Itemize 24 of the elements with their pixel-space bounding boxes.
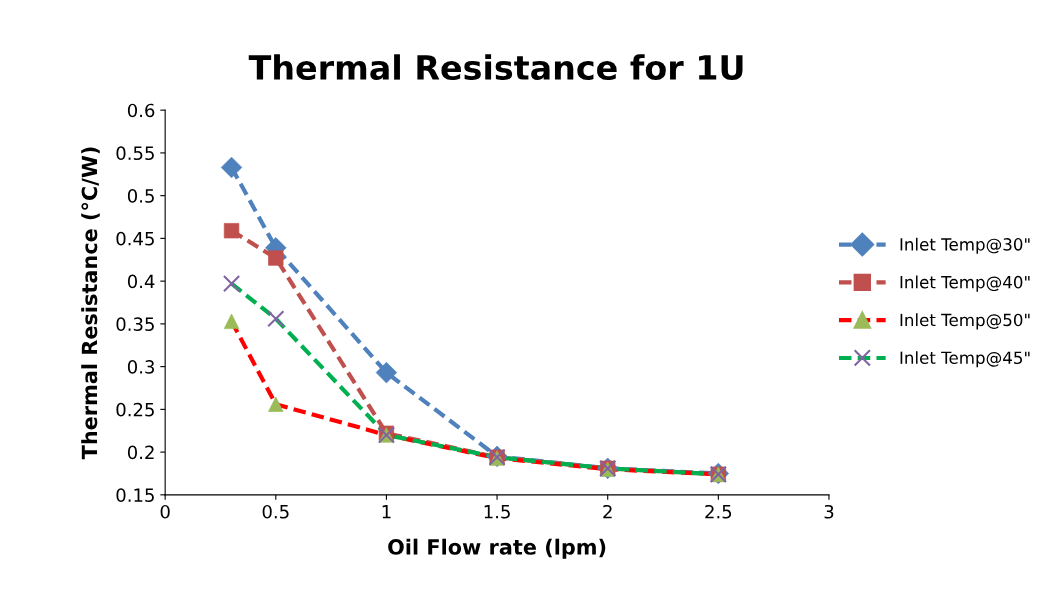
y-tick-label: 0.3	[127, 360, 154, 374]
x-axis-title: Oil Flow rate (lpm)	[388, 538, 606, 559]
y-tick-label: 0.45	[116, 231, 154, 246]
y-tick-label: 0.6	[127, 103, 155, 118]
legend-label: Inlet Temp@40"	[900, 275, 1030, 292]
y-tick-label: 0.15	[116, 488, 154, 502]
x-tick-label: 0	[160, 504, 170, 519]
y-tick-label: 0.4	[127, 274, 155, 289]
y-tick-label: 0.5	[127, 189, 154, 203]
y-tick-label: 0.35	[116, 317, 154, 331]
y-axis-title: Thermal Resistance (°C/W)	[81, 147, 100, 460]
y-tick-label: 0.55	[116, 146, 154, 161]
y-tick-label: 0.25	[116, 402, 154, 417]
x-tick-label: 2.5	[705, 504, 732, 519]
chart-title: Thermal Resistance for 1U	[248, 54, 743, 81]
x-tick-label: 3	[824, 504, 834, 519]
x-tick-label: 2	[603, 504, 612, 519]
x-tick-label: 1.5	[484, 505, 510, 519]
legend-label: Inlet Temp@50"	[900, 313, 1030, 330]
x-tick-label: 1	[382, 505, 391, 519]
legend-label: Inlet Temp@45"	[900, 351, 1030, 368]
x-tick-label: 0.5	[262, 504, 289, 519]
y-tick-label: 0.2	[127, 445, 154, 460]
legend-label: Inlet Temp@30"	[900, 237, 1030, 254]
